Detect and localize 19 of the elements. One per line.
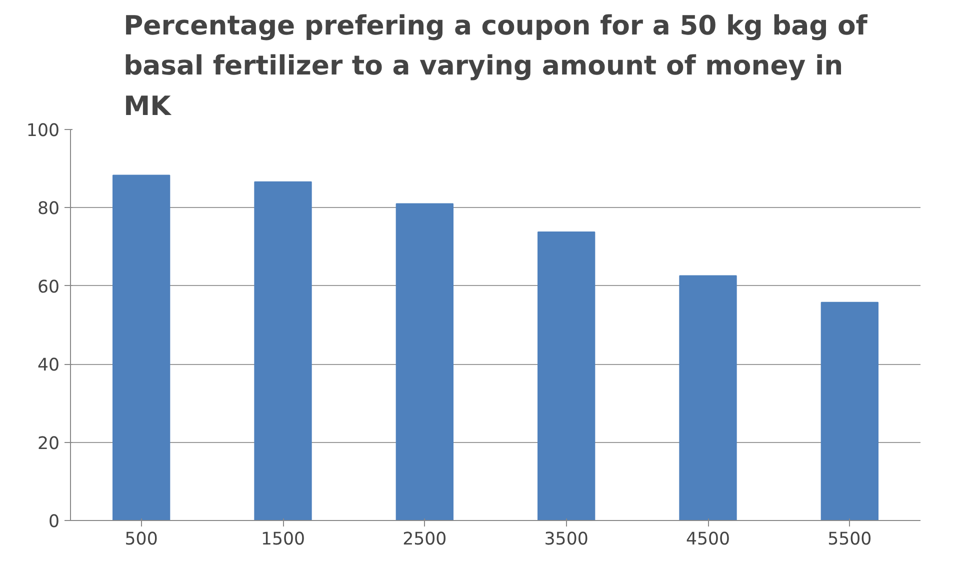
y-tick-label: 0 <box>48 512 60 532</box>
x-tick-label: 3500 <box>544 530 588 550</box>
bar <box>679 275 737 520</box>
chart-title: Percentage prefering a coupon for a 50 kg bag of basal fertilizer to a varying amount of money in MK <box>124 10 868 122</box>
bar <box>538 231 596 520</box>
x-tick-label: 1500 <box>260 530 306 550</box>
y-tick-label: 100 <box>26 121 60 141</box>
bar <box>396 203 454 520</box>
bar <box>820 302 878 520</box>
y-tick-label: 20 <box>37 434 60 454</box>
x-tick-label: 5500 <box>828 530 872 550</box>
y-tick-label: 60 <box>37 277 60 298</box>
y-tick-label: 40 <box>37 356 60 376</box>
x-tick-label: 4500 <box>686 530 730 550</box>
x-tick-label: 500 <box>124 530 158 550</box>
y-tick-label: 80 <box>37 199 60 220</box>
x-tick-label: 2500 <box>402 530 447 550</box>
bar <box>112 174 170 520</box>
bar <box>254 181 312 520</box>
